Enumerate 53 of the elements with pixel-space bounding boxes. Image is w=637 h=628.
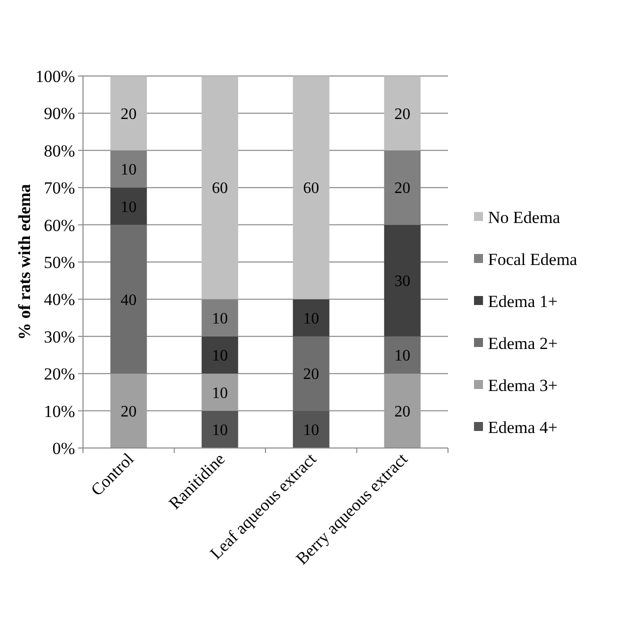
data-label: 40 bbox=[120, 292, 137, 309]
y-tick-label: 20% bbox=[44, 364, 75, 384]
y-tick-label: 100% bbox=[35, 66, 75, 86]
bar bbox=[384, 374, 421, 448]
y-tick-label: 30% bbox=[44, 327, 75, 346]
y-tick-label: 80% bbox=[44, 141, 75, 160]
legend-label: Edema 4+ bbox=[488, 418, 558, 437]
legend-label: Edema 2+ bbox=[488, 334, 558, 353]
legend-label: Edema 1+ bbox=[488, 292, 558, 311]
bar bbox=[384, 224, 421, 336]
legend-label: Edema 3+ bbox=[488, 376, 558, 395]
data-label: 10 bbox=[394, 348, 410, 365]
data-label: 20 bbox=[394, 403, 410, 420]
y-tick-label: 0% bbox=[52, 438, 75, 458]
bar bbox=[292, 336, 330, 411]
data-label: 30 bbox=[394, 273, 410, 290]
data-label: 10 bbox=[212, 422, 228, 439]
data-label: 10 bbox=[212, 384, 228, 402]
y-tick-label: 50% bbox=[44, 252, 75, 272]
y-tick-label: 10% bbox=[44, 402, 75, 421]
data-label: 20 bbox=[394, 180, 410, 198]
data-label: 60 bbox=[303, 180, 320, 198]
y-tick-label: 40% bbox=[44, 290, 75, 310]
y-tick-label: 60% bbox=[44, 216, 75, 235]
bar bbox=[202, 336, 238, 374]
bar bbox=[292, 299, 330, 336]
bar bbox=[110, 224, 147, 374]
bar bbox=[384, 336, 421, 374]
data-label: 10 bbox=[120, 162, 137, 179]
bar bbox=[110, 374, 147, 448]
bar bbox=[292, 76, 330, 300]
bar bbox=[110, 188, 147, 225]
data-label: 20 bbox=[394, 106, 410, 123]
bar bbox=[202, 374, 238, 411]
legend-label: No Edema bbox=[488, 208, 561, 227]
y-tick-label: 70% bbox=[44, 178, 75, 198]
bar bbox=[384, 76, 421, 150]
bar bbox=[202, 76, 238, 300]
data-label: 60 bbox=[212, 180, 228, 198]
data-label: 10 bbox=[212, 310, 228, 328]
data-label: 20 bbox=[120, 403, 137, 420]
data-label: 10 bbox=[303, 310, 320, 328]
data-label: 20 bbox=[120, 106, 137, 123]
legend-label: Focal Edema bbox=[488, 250, 578, 269]
data-label: 10 bbox=[120, 198, 137, 216]
data-label: 10 bbox=[212, 348, 228, 365]
bar bbox=[202, 410, 238, 448]
bar bbox=[110, 76, 147, 150]
y-axis-title: % of rats with edema bbox=[15, 184, 34, 340]
y-tick-label: 90% bbox=[44, 104, 75, 124]
data-label: 20 bbox=[303, 366, 320, 384]
data-label: 10 bbox=[303, 422, 320, 439]
bar bbox=[292, 410, 330, 448]
